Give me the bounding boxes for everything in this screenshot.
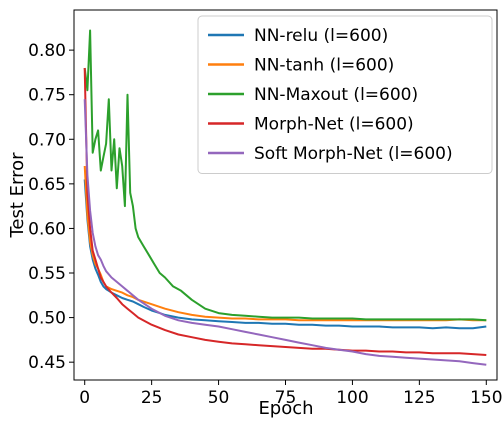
legend-label: NN-relu (l=600)	[254, 26, 388, 46]
x-tick-label: 150	[470, 388, 502, 408]
legend-label: NN-Maxout (l=600)	[254, 85, 418, 105]
series-line-3	[83, 67, 487, 356]
x-tick-label: 25	[141, 388, 163, 408]
x-tick-label: 125	[403, 388, 435, 408]
y-tick-label: 0.55	[28, 264, 66, 284]
series-line-4	[83, 99, 487, 366]
x-tick-label: 100	[336, 388, 368, 408]
y-tick-label: 0.75	[28, 86, 66, 106]
y-tick-label: 0.60	[28, 219, 66, 239]
x-tick-label: 50	[208, 388, 230, 408]
y-tick-label: 0.70	[28, 130, 66, 150]
x-tick-label: 75	[275, 388, 297, 408]
x-tick-label: 0	[79, 388, 90, 408]
y-axis-label: Test Error	[7, 152, 28, 239]
legend-label: Morph-Net (l=600)	[254, 115, 414, 135]
series-line-2	[83, 29, 487, 322]
y-axis: 0.45 0.50 0.55 0.60 0.65 0.70 0.75 0.80	[28, 41, 74, 373]
y-tick-label: 0.80	[28, 41, 66, 61]
legend: NN-relu (l=600) NN-tanh (l=600) NN-Maxout …	[197, 15, 493, 174]
y-tick-label: 0.65	[28, 175, 66, 195]
series-line-0	[83, 179, 487, 330]
legend-label: NN-tanh (l=600)	[254, 56, 394, 76]
series-layer	[83, 29, 487, 366]
y-tick-label: 0.45	[28, 353, 66, 373]
legend-label: Soft Morph-Net (l=600)	[254, 144, 453, 164]
legend-box	[197, 15, 493, 174]
x-axis: 0 25 50 75 100 125 150	[79, 380, 503, 408]
x-axis-label: Epoch	[258, 398, 313, 419]
y-tick-label: 0.50	[28, 309, 66, 329]
